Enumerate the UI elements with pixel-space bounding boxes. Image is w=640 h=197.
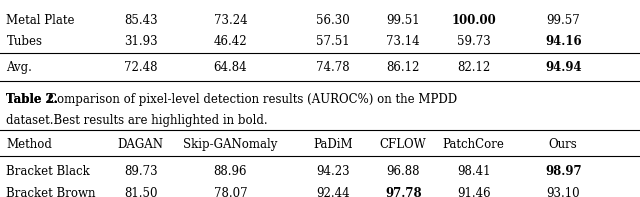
Text: 73.24: 73.24	[214, 14, 247, 27]
Text: Method: Method	[6, 138, 52, 151]
Text: Tubes: Tubes	[6, 35, 42, 48]
Text: 59.73: 59.73	[457, 35, 490, 48]
Text: 94.94: 94.94	[545, 61, 582, 74]
Text: 97.78: 97.78	[385, 187, 422, 197]
Text: 89.73: 89.73	[124, 165, 157, 178]
Text: PatchCore: PatchCore	[443, 138, 504, 151]
Text: 94.23: 94.23	[316, 165, 349, 178]
Text: Skip-GANomaly: Skip-GANomaly	[183, 138, 278, 151]
Text: 94.16: 94.16	[545, 35, 582, 48]
Text: 98.97: 98.97	[545, 165, 582, 178]
Text: 73.14: 73.14	[387, 35, 420, 48]
Text: 46.42: 46.42	[214, 35, 247, 48]
Text: 100.00: 100.00	[451, 14, 496, 27]
Text: 72.48: 72.48	[124, 61, 157, 74]
Text: 81.50: 81.50	[124, 187, 157, 197]
Text: Table 2.: Table 2.	[6, 93, 58, 106]
Text: Table 2.: Table 2.	[6, 93, 58, 106]
Text: 99.51: 99.51	[387, 14, 420, 27]
Text: 57.51: 57.51	[316, 35, 349, 48]
Text: DAGAN: DAGAN	[118, 138, 164, 151]
Text: 98.41: 98.41	[457, 165, 490, 178]
Text: Avg.: Avg.	[6, 61, 32, 74]
Text: CFLOW: CFLOW	[380, 138, 427, 151]
Text: Comparison of pixel-level detection results (AUROC%) on the MPDD: Comparison of pixel-level detection resu…	[48, 93, 457, 106]
Text: 86.12: 86.12	[387, 61, 420, 74]
Text: 82.12: 82.12	[457, 61, 490, 74]
Text: 78.07: 78.07	[214, 187, 247, 197]
Text: 96.88: 96.88	[387, 165, 420, 178]
Text: 74.78: 74.78	[316, 61, 349, 74]
Text: Ours: Ours	[549, 138, 577, 151]
Text: 56.30: 56.30	[316, 14, 349, 27]
Text: Metal Plate: Metal Plate	[6, 14, 75, 27]
Text: Table 2.  Comparison of pixel-level detection results (AUROC%) on the MPDD: Table 2. Comparison of pixel-level detec…	[6, 93, 470, 106]
Text: Bracket Brown: Bracket Brown	[6, 187, 96, 197]
Text: 64.84: 64.84	[214, 61, 247, 74]
Text: 91.46: 91.46	[457, 187, 490, 197]
Text: dataset.Best results are highlighted in bold.: dataset.Best results are highlighted in …	[6, 114, 268, 127]
Text: 93.10: 93.10	[547, 187, 580, 197]
Text: PaDiM: PaDiM	[313, 138, 353, 151]
Text: 85.43: 85.43	[124, 14, 157, 27]
Text: 92.44: 92.44	[316, 187, 349, 197]
Text: Bracket Black: Bracket Black	[6, 165, 90, 178]
Text: 31.93: 31.93	[124, 35, 157, 48]
Text: 88.96: 88.96	[214, 165, 247, 178]
Text: 99.57: 99.57	[547, 14, 580, 27]
